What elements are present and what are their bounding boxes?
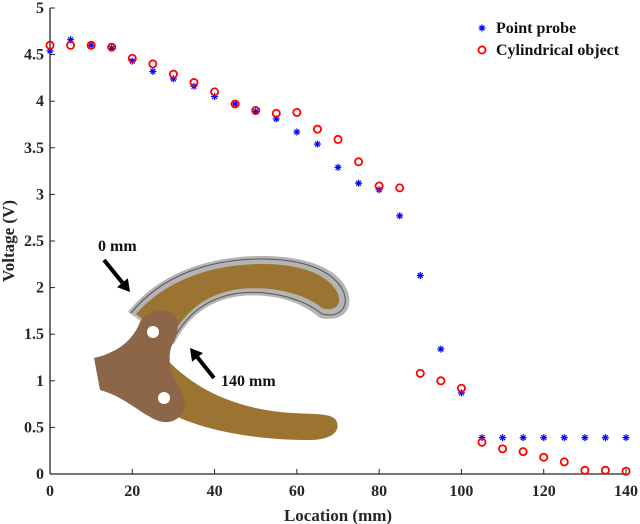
circle-marker: [66, 40, 76, 50]
circle-marker-icon: [477, 45, 487, 55]
y-tick-label: 2.5: [24, 233, 44, 250]
axes: 0 20 40 60 80 100 120 140 0 0.5 1 1.5 2 2.5 3 3.5 4 4.5 5: [24, 0, 638, 500]
y-tick-label: 2: [36, 280, 44, 297]
asterisk-marker: [231, 100, 239, 108]
circle-marker: [271, 108, 281, 118]
asterisk-marker: [87, 41, 95, 49]
upper-hole-icon: [147, 326, 159, 338]
x-tick-label: 40: [207, 483, 223, 500]
circle-marker: [374, 181, 384, 191]
asterisk-marker: [149, 67, 157, 75]
asterisk-marker: [581, 434, 589, 442]
circle-marker: [230, 99, 240, 109]
asterisk-marker: [293, 128, 301, 136]
asterisk-marker: [622, 434, 630, 442]
y-tick-label: 1.5: [24, 326, 44, 343]
arrow-end-icon: [190, 348, 216, 380]
asterisk-marker: [313, 140, 321, 148]
circle-marker: [436, 376, 446, 386]
circle-marker: [292, 107, 302, 117]
legend-label-point-probe: Point probe: [496, 20, 576, 37]
asterisk-marker: [334, 163, 342, 171]
circle-marker: [45, 40, 55, 50]
label-140mm: 140 mm: [221, 373, 276, 390]
circle-marker: [580, 465, 590, 475]
x-tick-label: 100: [449, 483, 473, 500]
circle-marker: [86, 40, 96, 50]
circle-marker: [621, 466, 631, 476]
y-tick-label: 5: [36, 0, 44, 17]
legend: Point probe Cylindrical object: [477, 20, 620, 59]
lower-finger-shape: [150, 340, 338, 440]
asterisk-marker: [601, 434, 609, 442]
y-tick-label: 0.5: [24, 419, 44, 436]
x-tick-label: 120: [532, 483, 556, 500]
legend-item-cylindrical-object: Cylindrical object: [477, 42, 620, 59]
circle-marker: [210, 87, 220, 97]
legend-label-cylindrical-object: Cylindrical object: [496, 42, 620, 59]
circle-marker: [477, 437, 487, 447]
x-tick-label: 140: [614, 483, 638, 500]
data-series: [45, 36, 631, 476]
circle-marker: [415, 368, 425, 378]
y-tick-label: 1: [36, 373, 44, 390]
y-tick-label: 0: [36, 466, 44, 483]
asterisk-marker: [540, 434, 548, 442]
arrow-start-icon: [102, 258, 130, 292]
asterisk-marker: [560, 434, 568, 442]
y-tick-label: 4.5: [24, 47, 44, 64]
series-cylindrical-object: [45, 40, 631, 476]
asterisk-marker: [355, 179, 363, 187]
x-tick-label: 20: [124, 483, 140, 500]
label-0mm: 0 mm: [98, 238, 137, 255]
circle-marker: [168, 69, 178, 79]
circle-marker: [251, 106, 261, 116]
circle-marker: [395, 183, 405, 193]
circle-marker: [477, 45, 487, 55]
y-axis-title: Voltage (V): [0, 200, 18, 282]
x-tick-label: 60: [289, 483, 305, 500]
y-tick-label: 4: [36, 93, 44, 110]
y-tick-label: 3.5: [24, 140, 44, 157]
y-tick-label: 3: [36, 186, 44, 203]
asterisk-marker-icon: [478, 24, 486, 32]
circle-marker: [333, 134, 343, 144]
legend-item-point-probe: Point probe: [478, 20, 576, 37]
circle-marker: [127, 53, 137, 63]
circle-marker: [354, 157, 364, 167]
x-axis-title: Location (mm): [284, 506, 392, 524]
x-tick-label: 80: [371, 483, 387, 500]
circle-marker: [148, 59, 158, 69]
circle-marker: [189, 78, 199, 88]
circle-marker: [107, 42, 117, 52]
asterisk-marker: [499, 434, 507, 442]
circle-marker: [312, 124, 322, 134]
asterisk-marker: [416, 271, 424, 279]
asterisk-marker: [437, 345, 445, 353]
asterisk-marker: [519, 434, 527, 442]
circle-marker: [539, 452, 549, 462]
circle-marker: [498, 444, 508, 454]
asterisk-marker: [396, 212, 404, 220]
circle-marker: [559, 457, 569, 467]
upper-finger-shape: [136, 264, 340, 340]
lower-hole-icon: [158, 392, 170, 404]
gripper-inset-image: 0 mm 140 mm: [94, 238, 350, 440]
sensor-line: [130, 258, 346, 343]
series-point-probe: [46, 36, 630, 442]
circle-marker: [456, 383, 466, 393]
asterisk-marker: [478, 24, 486, 32]
x-tick-label: 0: [46, 483, 54, 500]
circle-marker: [518, 447, 528, 457]
circle-marker: [600, 465, 610, 475]
